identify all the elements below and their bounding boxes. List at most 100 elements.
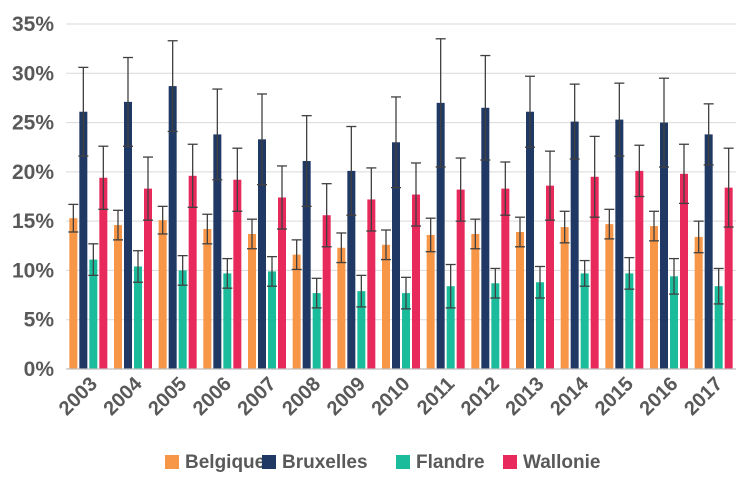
error-bar-belgique-2007 [247, 218, 257, 250]
x-tick-label: 2007 [234, 373, 281, 420]
error-bar-wallonie-2014 [589, 135, 600, 218]
error-bar-wallonie-2011 [455, 157, 466, 222]
y-tick-label: 5% [24, 309, 55, 332]
error-bar-flandre-2014 [579, 259, 590, 287]
error-bar-wallonie-2006 [232, 147, 243, 212]
bar-flandre-2004 [134, 266, 142, 369]
error-bar-wallonie-2017 [723, 147, 734, 228]
bar-bruxelles-2007 [258, 139, 266, 369]
error-bar-belgique-2005 [157, 205, 168, 235]
bar-bruxelles-2004 [124, 101, 132, 369]
bar-wallonie-2010 [412, 194, 420, 369]
legend-swatch [503, 455, 517, 469]
legend-swatch [165, 455, 179, 469]
bar-flandre-2014 [580, 273, 589, 369]
error-bars [68, 38, 734, 310]
error-bar-flandre-2003 [88, 243, 99, 277]
bar-bruxelles-2009 [347, 170, 356, 369]
y-tick-label: 30% [12, 62, 54, 85]
error-bar-belgique-2009 [336, 232, 347, 264]
x-tick-label: 2008 [278, 373, 325, 420]
error-bar-flandre-2007 [267, 255, 277, 287]
error-bar-flandre-2004 [133, 250, 143, 283]
bar-flandre-2006 [223, 273, 232, 369]
error-bar-bruxelles-2004 [123, 56, 133, 147]
bar-bruxelles-2013 [526, 111, 534, 369]
bar-wallonie-2015 [635, 170, 644, 369]
bar-flandre-2003 [89, 259, 98, 369]
error-bar-bruxelles-2015 [614, 82, 625, 157]
x-tick-label: 2015 [591, 373, 638, 420]
legend-item-wallonie: Wallonie [503, 452, 600, 473]
error-bar-bruxelles-2011 [435, 38, 446, 168]
error-bar-wallonie-2008 [321, 183, 332, 248]
error-bar-wallonie-2007 [277, 165, 287, 230]
legend-item-belgique: Belgique [165, 452, 265, 473]
bar-belgique-2003 [69, 218, 78, 369]
bar-bruxelles-2006 [213, 134, 222, 369]
y-tick-label: 20% [12, 161, 54, 184]
x-tick-label: 2004 [100, 372, 148, 420]
bar-belgique-2015 [605, 224, 614, 369]
bar-wallonie-2004 [144, 188, 152, 369]
bar-bruxelles-2016 [660, 122, 668, 369]
error-bar-flandre-2013 [535, 265, 545, 299]
error-bar-flandre-2015 [624, 256, 635, 290]
error-bar-flandre-2016 [669, 257, 679, 295]
x-tick-label: 2017 [680, 373, 727, 420]
y-tick-label: 25% [12, 112, 54, 135]
bar-belgique-2017 [694, 236, 703, 369]
error-bar-bruxelles-2006 [212, 88, 223, 181]
y-tick-label: 0% [24, 358, 55, 381]
error-bar-wallonie-2003 [98, 145, 109, 210]
error-bar-belgique-2017 [693, 220, 704, 254]
bar-belgique-2007 [248, 233, 256, 369]
y-tick-label: 35% [12, 13, 54, 36]
bars [69, 86, 733, 370]
bar-bruxelles-2014 [570, 121, 579, 369]
bar-belgique-2008 [292, 254, 301, 369]
error-bar-bruxelles-2010 [391, 96, 401, 189]
x-tick-label: 2014 [546, 372, 594, 420]
x-axis: 2003200420052006200720082009201020112012… [55, 368, 736, 420]
bar-belgique-2005 [158, 220, 167, 369]
x-tick-label: 2012 [457, 373, 504, 420]
bar-wallonie-2003 [99, 177, 108, 369]
x-tick-label: 2006 [189, 373, 236, 420]
error-bar-wallonie-2013 [545, 150, 555, 221]
error-bar-bruxelles-2007 [257, 93, 267, 186]
error-bar-bruxelles-2008 [301, 115, 312, 208]
bar-wallonie-2016 [680, 173, 688, 369]
x-tick-label: 2011 [413, 373, 459, 419]
error-bar-bruxelles-2012 [480, 54, 491, 161]
error-bar-bruxelles-2017 [703, 103, 714, 166]
legend: Belgique Bruxelles Flandre Wallonie [165, 452, 600, 473]
error-bar-flandre-2006 [222, 257, 233, 289]
bar-flandre-2013 [536, 282, 544, 369]
error-bar-belgique-2011 [425, 217, 436, 253]
bar-wallonie-2006 [233, 179, 242, 369]
error-bar-bruxelles-2014 [569, 83, 580, 160]
error-bar-wallonie-2015 [634, 144, 645, 198]
bar-flandre-2015 [625, 273, 634, 369]
legend-item-bruxelles: Bruxelles [262, 452, 368, 473]
gridlines [66, 23, 736, 321]
bar-belgique-2014 [560, 227, 569, 369]
error-bar-wallonie-2010 [411, 162, 421, 227]
error-bar-belgique-2010 [381, 229, 391, 261]
bar-bruxelles-2015 [615, 119, 624, 369]
error-bar-wallonie-2004 [143, 156, 153, 221]
bar-bruxelles-2008 [302, 161, 311, 369]
legend-label: Belgique [185, 452, 265, 473]
bar-wallonie-2012 [501, 188, 510, 369]
bar-bruxelles-2005 [168, 86, 177, 369]
error-bar-belgique-2004 [113, 209, 123, 241]
bar-bruxelles-2003 [79, 111, 88, 369]
error-bar-bruxelles-2009 [346, 125, 357, 216]
bar-flandre-2016 [670, 276, 678, 369]
bar-belgique-2010 [382, 244, 390, 369]
x-tick-label: 2013 [502, 373, 549, 420]
error-bar-bruxelles-2003 [78, 66, 89, 157]
bar-flandre-2005 [178, 270, 187, 369]
error-bar-belgique-2014 [559, 210, 570, 244]
